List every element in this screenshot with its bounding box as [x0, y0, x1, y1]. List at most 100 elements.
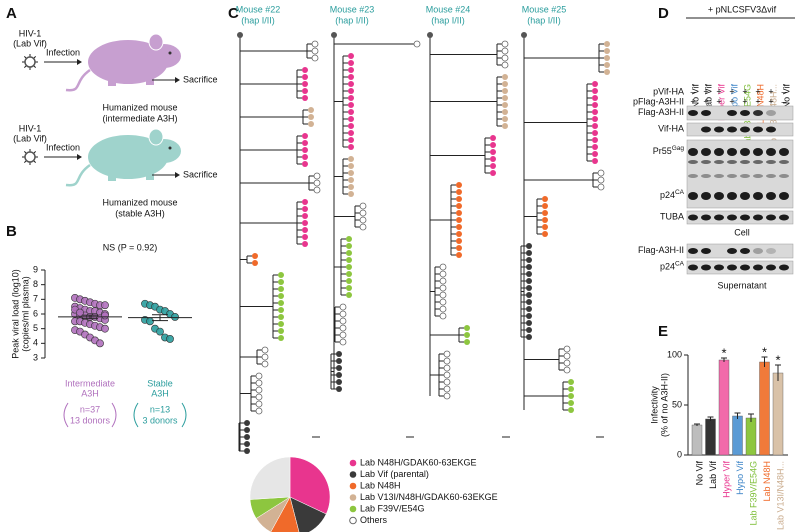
x-tick-label: Hypo Vif	[735, 461, 745, 495]
sequence-dot	[439, 277, 447, 285]
sequence-dot	[348, 109, 354, 115]
sequence-dot	[339, 310, 347, 318]
blot-label-text: Vif-HA	[658, 124, 684, 134]
sequence-dot	[526, 271, 532, 277]
data-point	[171, 313, 179, 321]
tree-title: Mouse #25	[522, 4, 567, 14]
band	[727, 110, 737, 116]
sequence-dot	[255, 386, 263, 394]
sequence-dot	[348, 156, 354, 162]
band	[714, 160, 724, 164]
sequence-dot	[302, 133, 308, 139]
sequence-dot	[568, 379, 574, 385]
label: (stable A3H)	[115, 208, 165, 218]
sequence-dot	[526, 250, 532, 256]
sequence-dot	[464, 339, 470, 345]
lane-label: Lab N48H	[755, 84, 765, 125]
sequence-dot	[336, 372, 342, 378]
band	[688, 248, 698, 254]
significance: *	[775, 352, 780, 367]
sign: +	[703, 96, 708, 106]
blot-label-text: p24	[660, 190, 675, 200]
sequence-dot	[339, 331, 347, 339]
sequence-dot	[542, 231, 548, 237]
sequence-dot	[526, 320, 532, 326]
sequence-dot	[456, 189, 462, 195]
bracket	[111, 402, 117, 428]
band	[701, 160, 711, 164]
sequence-dot	[563, 359, 571, 367]
data-point	[156, 327, 164, 336]
sequence-dot	[346, 285, 352, 291]
tree-subtitle: (hap I/II)	[527, 15, 561, 25]
legend-label: Others	[360, 515, 388, 525]
legend-label: Lab N48H	[360, 480, 401, 490]
sequence-dot	[346, 264, 352, 270]
mouse-tail	[65, 68, 91, 92]
sequence-dot	[348, 144, 354, 150]
x-tick-label: Lab Vif	[708, 461, 718, 489]
sequence-dot	[592, 95, 598, 101]
sequence-dot	[456, 196, 462, 202]
sequence-dot	[490, 156, 496, 162]
x-tick-label: A3H	[151, 388, 169, 398]
sequence-dot	[597, 183, 605, 191]
sign: +	[729, 96, 734, 106]
band	[740, 174, 750, 178]
tree-title: Mouse #24	[426, 4, 471, 14]
sequence-dot	[597, 176, 605, 184]
band	[714, 192, 724, 200]
sequence-dot	[359, 216, 367, 224]
sequence-dot	[443, 364, 451, 372]
sequence-dot	[348, 191, 354, 197]
band	[688, 192, 698, 200]
band	[766, 160, 776, 164]
sequence-dot	[261, 353, 269, 361]
group-note: n=13	[150, 404, 170, 414]
sequence-dot	[502, 102, 508, 108]
sequence-dot	[278, 300, 284, 306]
legend-label: Lab V13I/N48H/GDAK60-63EKGE	[360, 492, 498, 502]
sequence-dot	[443, 357, 451, 365]
sequence-dot	[604, 41, 610, 47]
sequence-dot	[348, 95, 354, 101]
sequence-dot	[443, 385, 451, 393]
sequence-dot	[278, 307, 284, 313]
sequence-dot	[526, 264, 532, 270]
sequence-dot	[346, 243, 352, 249]
mouse-foot	[146, 173, 154, 180]
sequence-dot	[526, 313, 532, 319]
band	[688, 148, 698, 156]
sequence-dot	[302, 220, 308, 226]
sequence-dot	[339, 324, 347, 332]
label: Infection	[46, 47, 80, 57]
bracket	[63, 402, 69, 428]
sequence-dot	[278, 328, 284, 334]
sequence-dot	[255, 379, 263, 387]
band	[779, 214, 789, 221]
sequence-dot	[348, 123, 354, 129]
y-tick-label: 9	[33, 264, 38, 274]
sequence-dot	[302, 227, 308, 233]
sequence-dot	[592, 88, 598, 94]
band	[753, 126, 763, 133]
arrow-head	[175, 77, 180, 83]
y-axis-title: Peak viral load (log10)	[10, 269, 20, 359]
band	[766, 174, 776, 178]
sequence-dot	[348, 170, 354, 176]
sequence-dot	[568, 386, 574, 392]
pie-slice	[289, 456, 331, 515]
tree-subtitle: (hap I/II)	[335, 15, 369, 25]
lane-label: Hyper Vif	[716, 84, 726, 121]
band	[727, 174, 737, 178]
band	[740, 248, 750, 254]
sequence-dot	[244, 448, 250, 454]
sequence-dot	[456, 252, 462, 258]
band	[727, 160, 737, 164]
band	[753, 214, 763, 221]
sequence-dot	[348, 53, 354, 59]
sequence-dot	[359, 202, 367, 210]
sequence-dot	[502, 95, 508, 101]
x-tick-label: Intermediate	[65, 378, 115, 388]
sequence-dot	[502, 81, 508, 87]
